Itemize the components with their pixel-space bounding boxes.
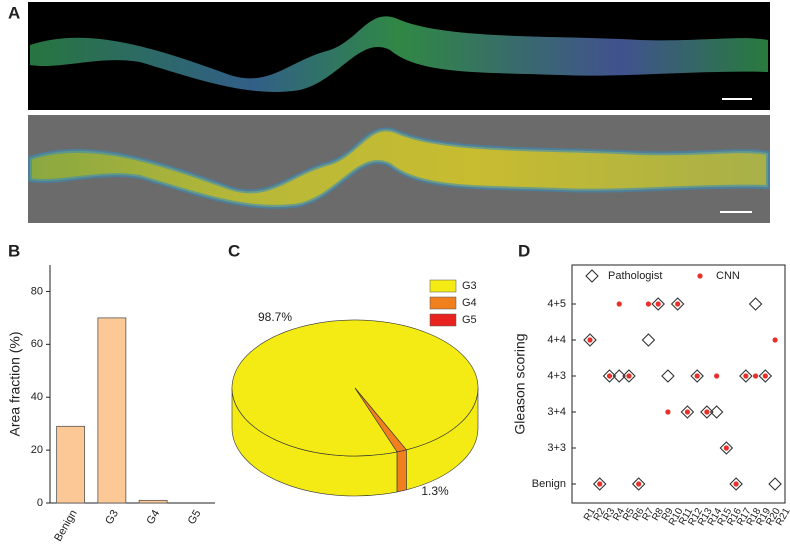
diamond-marker — [719, 441, 734, 455]
x-tick-label: G3 — [103, 508, 121, 527]
axis-title: Area fraction (%) — [7, 331, 23, 436]
y-tick-label: 80 — [31, 285, 43, 297]
diamond-marker — [670, 297, 685, 311]
dot-marker — [697, 273, 703, 279]
diamond-marker — [709, 405, 724, 419]
bar — [97, 317, 127, 504]
bar — [56, 425, 86, 504]
legend-label: G3 — [462, 280, 477, 292]
dot-marker — [597, 481, 603, 487]
dot-marker — [704, 409, 710, 415]
diamond-marker — [739, 369, 753, 383]
dot-marker — [772, 337, 778, 343]
dot-marker — [675, 301, 681, 307]
legend-label: CNN — [716, 270, 740, 282]
diamond-marker — [592, 477, 607, 491]
diamond-marker — [758, 369, 773, 383]
diamond-marker — [631, 477, 646, 491]
dot-marker — [752, 373, 759, 379]
diamond-marker — [748, 297, 763, 311]
y-tick-label: 3+3 — [547, 442, 566, 454]
x-tick-label: G5 — [186, 508, 204, 527]
dot-marker — [762, 373, 768, 379]
y-tick-label: 0 — [37, 497, 43, 509]
y-tick-label: 60 — [31, 338, 43, 350]
x-tick-label: Benign — [52, 508, 80, 544]
dot-marker — [636, 481, 642, 487]
diamond-marker — [729, 477, 743, 491]
y-tick-label: 4+5 — [547, 298, 566, 310]
tissue — [28, 127, 770, 209]
value-label: 1.3% — [421, 484, 449, 498]
panel-label: A — [8, 3, 20, 22]
bar — [138, 499, 168, 504]
dot-marker — [645, 301, 652, 307]
diamond-marker — [583, 333, 597, 347]
x-tick-label: G4 — [145, 508, 163, 527]
panel-label: C — [228, 241, 240, 260]
diamond-marker — [602, 369, 617, 383]
diamond-marker — [700, 405, 714, 419]
dot-marker — [655, 301, 661, 307]
diamond-marker — [612, 369, 626, 383]
dot-marker — [743, 373, 749, 379]
diamond-marker — [690, 369, 704, 383]
legend-label: Pathologist — [608, 270, 662, 282]
dot-marker — [616, 301, 622, 307]
legend-swatch — [429, 296, 457, 310]
dot-marker — [723, 445, 729, 451]
dot-marker — [587, 337, 593, 343]
y-tick-label: 4+4 — [547, 334, 566, 346]
y-tick-label: 20 — [31, 444, 43, 456]
legend-label: G4 — [462, 297, 477, 309]
plot-frame — [571, 264, 786, 504]
legend-swatch — [429, 279, 457, 293]
diamond-marker — [641, 333, 656, 347]
panel-label: D — [518, 241, 530, 260]
legend-label: G5 — [462, 314, 477, 326]
axis-title: Gleason scoring — [512, 333, 528, 434]
y-tick-label: Benign — [532, 478, 566, 490]
diamond-marker — [680, 405, 695, 419]
diamond-marker — [585, 269, 599, 283]
y-tick-label: 3+4 — [547, 406, 566, 418]
dot-marker — [606, 373, 613, 379]
y-tick-label: 40 — [31, 391, 43, 403]
diamond-marker — [622, 369, 636, 383]
diamond-marker — [661, 369, 675, 383]
diamond-marker — [651, 297, 665, 311]
legend-swatch — [429, 313, 457, 327]
dot-marker — [626, 373, 632, 379]
diamond-marker — [768, 477, 782, 491]
dot-marker — [665, 409, 671, 415]
dot-marker — [694, 373, 700, 379]
dot-marker — [684, 409, 691, 415]
dot-marker — [714, 373, 720, 379]
tissue — [30, 16, 768, 92]
dot-marker — [733, 481, 739, 487]
pie-slice — [354, 387, 407, 453]
panel-label: B — [8, 241, 20, 260]
y-tick-label: 4+3 — [547, 370, 566, 382]
value-label: 98.7% — [258, 310, 292, 324]
pie-side — [396, 449, 407, 493]
